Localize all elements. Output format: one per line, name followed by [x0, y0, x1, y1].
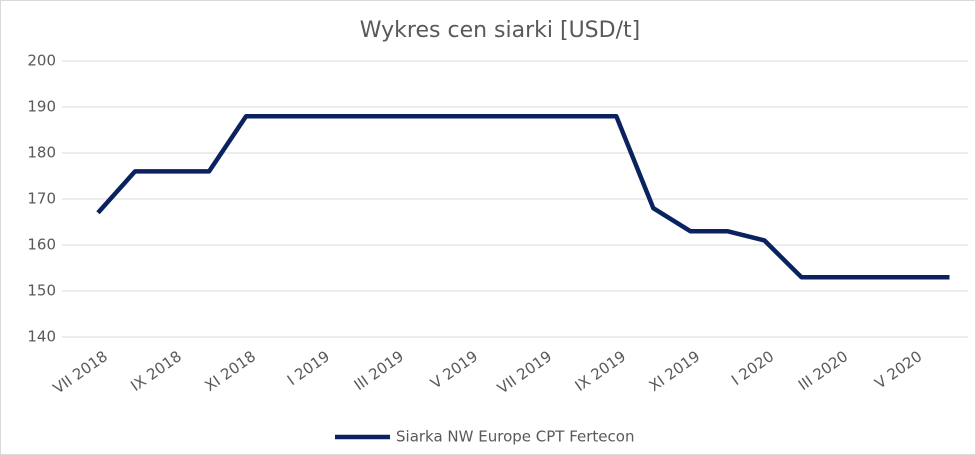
- y-tick-label: 140: [27, 328, 56, 346]
- y-tick-label: 150: [27, 282, 56, 300]
- series-line: [96, 113, 950, 280]
- chart-title: Wykres cen siarki [USD/t]: [360, 18, 640, 43]
- y-tick-label: 200: [27, 52, 56, 70]
- y-tick-label: 190: [27, 98, 56, 116]
- y-tick-label: 160: [27, 236, 56, 254]
- legend-label: Siarka NW Europe CPT Fertecon: [396, 428, 634, 446]
- y-tick-label: 170: [27, 190, 56, 208]
- y-tick-label: 180: [27, 144, 56, 162]
